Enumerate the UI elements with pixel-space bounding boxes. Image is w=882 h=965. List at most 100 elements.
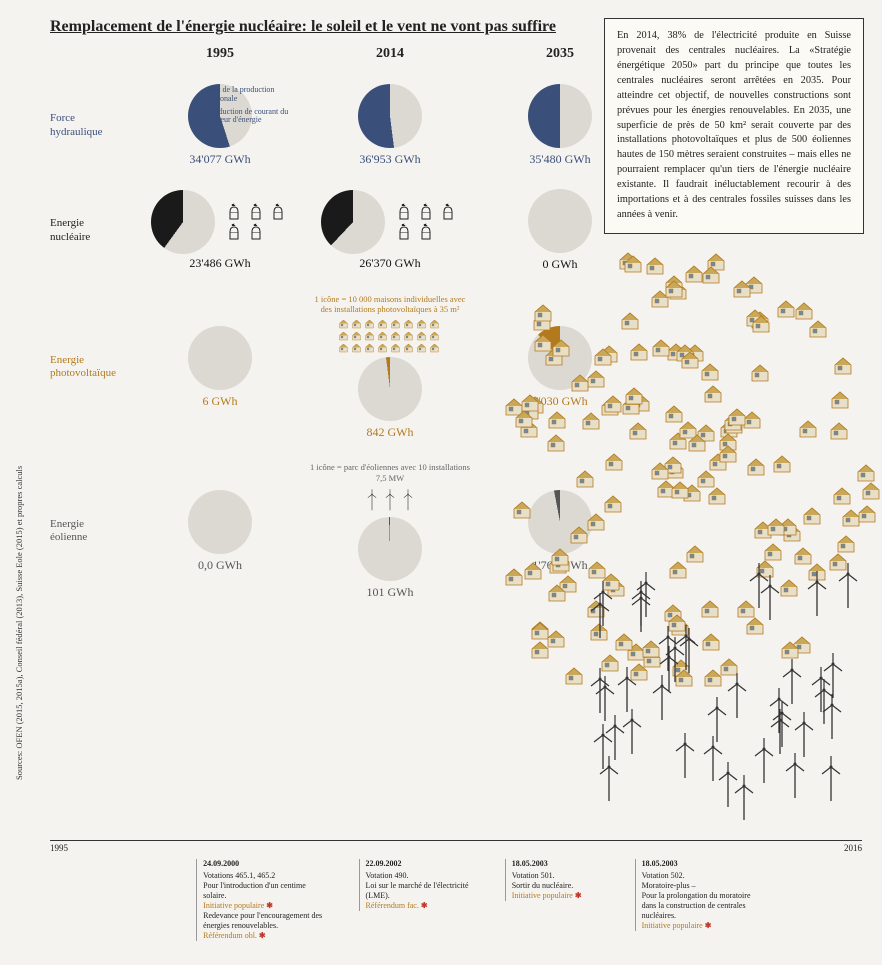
house-icon	[338, 330, 349, 341]
turbine-icon	[670, 732, 700, 780]
wind-1995: 0,0 GWh	[140, 490, 300, 573]
house-icon	[599, 651, 621, 673]
house-icon	[390, 330, 401, 341]
house-icon	[351, 330, 362, 341]
turbine-icon	[660, 636, 690, 684]
source-credit: Sources: OFEN (2015, 2015a), Conseil féd…	[14, 466, 24, 780]
nuke-plant-icon	[247, 223, 265, 241]
house-icon	[640, 637, 662, 659]
nuke-plants-2014	[395, 203, 459, 241]
pv-2014: 1 icône = 10 000 maisons individuelles a…	[310, 294, 470, 440]
turbine-icon	[401, 487, 415, 513]
turbine-icon	[594, 755, 624, 803]
pie-wind-2035	[528, 490, 592, 554]
house-icon	[779, 638, 801, 660]
pie-wind-1995	[188, 490, 252, 554]
turbine-icon	[729, 774, 759, 822]
nuke-plant-icon	[417, 223, 435, 241]
house-icon	[700, 630, 722, 652]
house-icon	[390, 318, 401, 329]
timeline-event: 22.09.2002Votation 490.Loi sur le marché…	[359, 859, 489, 911]
turbine-icon	[749, 737, 779, 785]
nuke-plant-icon	[395, 223, 413, 241]
turbine-icon	[590, 675, 620, 723]
turbine-icon	[818, 652, 848, 700]
house-icon	[735, 597, 757, 619]
house-icon	[529, 618, 551, 640]
turbine-icon	[764, 687, 794, 735]
row-label-wind: Energieéolienne	[50, 518, 130, 544]
turbine-icon	[365, 487, 379, 513]
year-1995: 1995	[140, 46, 300, 62]
house-icon	[364, 318, 375, 329]
turbine-icon	[777, 658, 807, 706]
pie-pv-1995	[188, 326, 252, 390]
pv-mini-houses	[338, 318, 442, 353]
house-icon	[377, 342, 388, 353]
house-icon	[545, 627, 567, 649]
house-icon	[641, 647, 663, 669]
house-icon	[377, 330, 388, 341]
pie-nuke-2035	[528, 189, 592, 253]
house-icon	[673, 666, 695, 688]
wind-2035: 1'760 GWh	[480, 490, 640, 573]
house-icon	[563, 664, 585, 686]
turbine-icon	[383, 487, 397, 513]
house-icon	[662, 601, 684, 623]
hydro-2035: 35'480 GWh	[480, 84, 640, 167]
house-icon	[613, 630, 635, 652]
pie-pv-2014	[358, 357, 422, 421]
turbine-icon	[780, 752, 810, 800]
turbine-icon	[816, 755, 846, 803]
pv-1995: 6 GWh	[140, 326, 300, 409]
pie-nuke-1995	[151, 190, 215, 254]
pie-legend: part de la production nationale producti…	[208, 86, 298, 129]
nuke-plant-icon	[395, 203, 413, 221]
infographic-page: Remplacement de l'énergie nucléaire: le …	[0, 0, 882, 965]
turbine-icon	[600, 714, 630, 762]
intro-textbox: En 2014, 38% de l'électricité produite e…	[604, 18, 864, 234]
turbine-icon	[698, 735, 728, 783]
house-icon	[669, 615, 691, 637]
timeline-event: 24.09.2000Votations 465.1, 465.2Pour l'i…	[196, 859, 326, 941]
pie-wind-2014	[358, 517, 422, 581]
row-label-pv: Energiephotovoltaïque	[50, 354, 130, 380]
timeline-event: 18.05.2003Votation 501.Sortir du nucléai…	[505, 859, 635, 901]
wind-2014: 1 icône = parc d'éoliennes avec 10 insta…	[310, 462, 470, 599]
turbine-icon	[806, 666, 836, 714]
house-icon	[338, 318, 349, 329]
turbine-icon	[588, 723, 618, 771]
pie-hydro-2014	[358, 84, 422, 148]
house-icon	[588, 620, 610, 642]
house-icon	[860, 479, 882, 501]
house-icon	[416, 318, 427, 329]
house-icon	[364, 342, 375, 353]
nuke-plant-icon	[225, 203, 243, 221]
row-label-hydro: Forcehydraulique	[50, 112, 130, 138]
hydro-2014: 36'953 GWh	[310, 84, 470, 167]
house-icon	[529, 619, 551, 641]
nuke-plant-icon	[225, 223, 243, 241]
nuke-plant-icon	[247, 203, 265, 221]
pv-2035: 7'030 GWh	[480, 326, 640, 409]
turbine-icon	[585, 667, 615, 715]
timeline-end: 2016	[844, 843, 862, 853]
house-icon	[429, 318, 440, 329]
house-icon	[699, 597, 721, 619]
house-icon	[403, 330, 414, 341]
wind-mini-turbines	[310, 487, 470, 513]
timeline-event: 18.05.2003Votation 502.Moratoire-plus –P…	[635, 859, 765, 931]
turbine-icon	[617, 708, 647, 756]
turbine-icon	[647, 674, 677, 722]
turbine-icon	[702, 696, 732, 744]
pie-pv-2035	[528, 326, 592, 390]
turbine-icon	[765, 708, 795, 756]
nuke-2035: 0 GWh	[480, 189, 640, 272]
house-icon	[625, 640, 647, 662]
nuke-plant-icon	[439, 203, 457, 221]
house-icon	[529, 638, 551, 660]
turbine-icon	[767, 701, 797, 749]
house-icon	[403, 342, 414, 353]
turbine-icon	[809, 678, 839, 726]
row-label-nuke: Energienucléaire	[50, 217, 130, 243]
